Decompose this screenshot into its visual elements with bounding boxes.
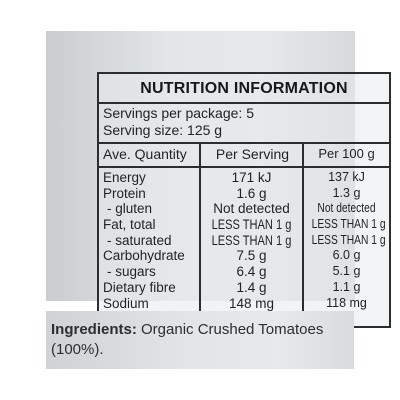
per-serving-value: 1.4 g — [236, 279, 267, 295]
column-divider — [199, 144, 201, 328]
nutrient-name: Protein — [103, 185, 146, 201]
table-row: Fat, total LESS THAN 1 g LESS THAN 1 g — [99, 217, 389, 233]
table-row: Carbohydrate 7.5 g 6.0 g — [99, 248, 389, 264]
per-100g-value: 1.3 g — [332, 185, 361, 200]
ingredients-label-photo: Ingredients: Organic Crushed Tomatoes (1… — [46, 311, 354, 369]
nutrient-name: Carbohydrate — [103, 248, 185, 264]
per-100g-value: 1.1 g — [332, 279, 361, 294]
ingredients-heading: Ingredients: — [51, 321, 137, 338]
nutrient-rows: Energy 171 kJ 137 kJ Protein 1.6 g 1.3 g… — [99, 170, 389, 311]
per-serving-value: LESS THAN 1 g — [211, 217, 292, 233]
header-per-100g: Per 100 g — [318, 146, 375, 161]
table-row: Protein 1.6 g 1.3 g — [99, 186, 389, 202]
per-serving-value: 1.6 g — [236, 185, 267, 201]
nutrient-name: - gluten — [107, 201, 153, 217]
ingredients-statement: Ingredients: Organic Crushed Tomatoes (1… — [51, 320, 351, 360]
table-row: Sodium 148 mg 118 mg — [99, 296, 389, 312]
table-row: Dietary fibre 1.4 g 1.1 g — [99, 280, 389, 296]
column-divider — [302, 144, 304, 328]
table-row: - gluten Not detected Not detected — [99, 201, 389, 217]
per-100g-value: 5.1 g — [332, 264, 361, 279]
nutrient-name: - sugars — [107, 264, 156, 280]
ingredients-list: Organic Crushed Tomatoes (100%). — [51, 321, 324, 358]
serving-size: Serving size: 125 g — [103, 122, 223, 138]
table-row: - sugars 6.4 g 5.1 g — [99, 264, 389, 280]
nutrient-name: Dietary fibre — [103, 279, 176, 295]
nutrition-title: NUTRITION INFORMATION — [140, 80, 348, 97]
nutrition-table: Ave. Quantity Per Serving Per 100 g Ener… — [99, 142, 389, 328]
header-ave-quantity: Ave. Quantity — [103, 146, 187, 162]
per-serving-value: LESS THAN 1 g — [211, 232, 292, 248]
per-serving-value: 6.4 g — [236, 264, 267, 280]
per-100g-value: 118 mg — [326, 295, 367, 310]
nutrient-name: - saturated — [107, 232, 172, 248]
title-divider — [99, 102, 389, 104]
table-row: Energy 171 kJ 137 kJ — [99, 170, 389, 186]
per-serving-value: 148 mg — [228, 295, 275, 311]
per-100g-value: LESS THAN 1 g — [311, 232, 386, 247]
table-row: - saturated LESS THAN 1 g LESS THAN 1 g — [99, 233, 389, 249]
per-serving-value: 171 kJ — [231, 170, 272, 185]
nutrition-label-photo: NUTRITION INFORMATION Servings per packa… — [46, 31, 391, 328]
per-100g-value: Not detected — [317, 201, 376, 216]
servings-per-package: Servings per package: 5 — [103, 105, 254, 121]
per-serving-value: Not detected — [213, 201, 290, 217]
nutrient-name: Energy — [103, 170, 146, 185]
table-header: Ave. Quantity Per Serving Per 100 g — [99, 144, 389, 168]
per-100g-value: 6.0 g — [332, 248, 361, 263]
per-100g-value: LESS THAN 1 g — [311, 217, 386, 232]
per-serving-value: 7.5 g — [236, 248, 267, 264]
nutrient-name: Fat, total — [103, 217, 156, 233]
nutrient-name: Sodium — [103, 295, 149, 311]
nutrition-panel: NUTRITION INFORMATION Servings per packa… — [97, 72, 391, 328]
per-100g-value: 137 kJ — [328, 170, 365, 184]
header-per-serving: Per Serving — [215, 146, 290, 162]
